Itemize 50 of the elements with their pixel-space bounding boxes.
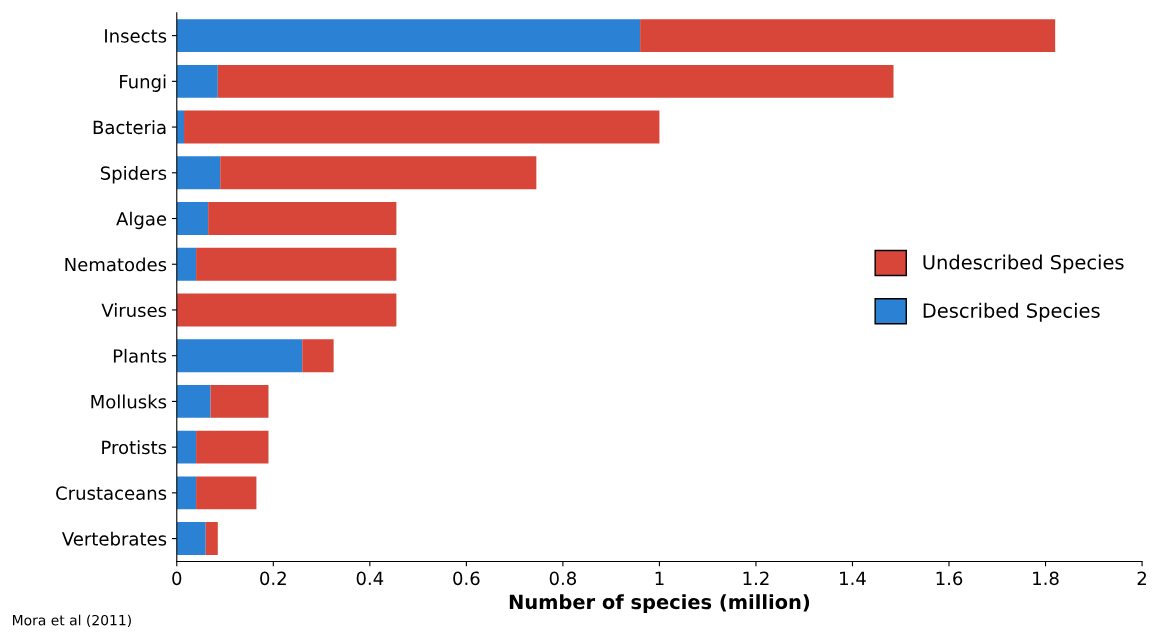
bar [176,384,211,418]
bar [176,293,397,327]
y-tick-label: Vertebrates [61,531,167,546]
bar [196,247,397,281]
bar [184,110,660,144]
y-tick-label: Fungi [120,74,166,92]
x-tick-label: 0.4 [356,571,384,586]
bar [208,202,397,235]
x-tick-label: 1.2 [743,571,769,585]
bar [640,19,1056,53]
bar [176,476,197,510]
x-tick-label: 0 [172,571,182,586]
y-tick-label: Insects [105,29,167,43]
y-tick-label: Plants [113,348,167,363]
y-tick-label: Protists [102,440,167,455]
legend-label: Described Species [923,302,1100,322]
legend-label: Undescribed Species [923,254,1124,274]
x-tick-label: 1 [655,571,664,585]
y-tick-label: Spiders [100,165,167,184]
bar [176,339,303,373]
x-tick-label: 2 [1137,571,1146,585]
x-tick-label: 0.6 [453,571,480,586]
x-tick-label: 1.8 [1033,571,1059,586]
y-tick-label: Nematodes [65,257,167,272]
x-tick-label: 1.4 [840,571,866,585]
y-tick-label: Bacteria [93,120,166,135]
x-tick-label: 1.6 [936,571,963,586]
bar [196,476,257,510]
y-tick-label: Viruses [101,303,167,318]
bar [220,156,537,190]
y-tick-label: Mollusks [91,394,167,409]
y-tick-label: Algae [116,211,167,230]
bar [176,64,218,98]
y-tick-label: Crustaceans [56,486,167,500]
bar [196,430,269,464]
bar [176,202,209,235]
bar [176,19,641,53]
x-tick-label: 0.8 [549,571,577,586]
bar [210,384,269,418]
bar [176,110,185,144]
x-axis-title: Number of species (million) [509,594,810,614]
text: Mora et al (2011) [12,614,131,628]
bar [302,339,334,373]
bar [176,430,197,464]
bar [205,522,218,556]
bar [176,156,221,190]
bar [217,64,894,98]
x-tick-label: 0.2 [260,571,286,586]
bar [176,522,206,556]
bar [176,247,197,281]
